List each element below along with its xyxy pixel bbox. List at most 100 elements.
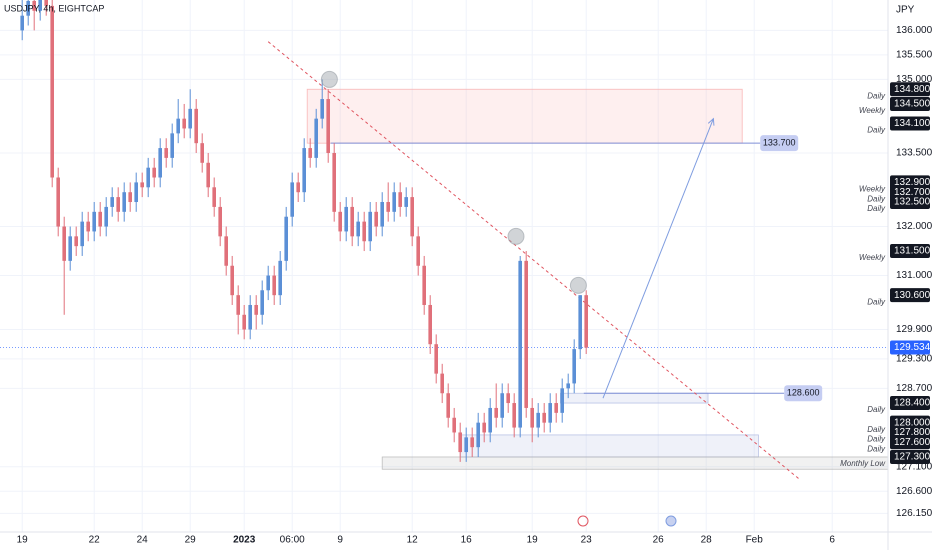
candle-body [266, 275, 270, 291]
candle-body [122, 192, 126, 212]
x-tick-label: 6 [829, 535, 835, 546]
candle-body [62, 226, 66, 261]
price-label: 132.700 [894, 187, 931, 198]
x-tick-label: 28 [701, 535, 713, 546]
candle-body [476, 422, 480, 448]
candle-body [518, 260, 522, 428]
candle-body [374, 211, 378, 227]
plot: 133.700 128.600 [0, 0, 889, 481]
event-icon[interactable] [665, 515, 677, 527]
chart-title: USDJPY, 4h, EIGHTCAP [4, 3, 104, 13]
candle-body [254, 304, 258, 315]
price-label-box [890, 288, 930, 303]
candle-body [314, 118, 318, 158]
candle-body [560, 388, 564, 413]
x-tick-label: 19 [17, 535, 29, 546]
candle-body [140, 182, 144, 188]
candle-body [116, 197, 120, 212]
price-label: 128.000 [894, 417, 931, 428]
price-label-box [890, 396, 930, 411]
candle-body [98, 211, 102, 227]
y-tick-label: 129.300 [896, 354, 932, 365]
candle-body [422, 265, 426, 305]
candle-body [578, 295, 582, 350]
candle-body [110, 197, 114, 207]
x-tick-label: 23 [581, 535, 593, 546]
candle-body [434, 344, 438, 374]
event-icon[interactable] [577, 515, 589, 527]
candle-body [350, 206, 354, 237]
currency-label: JPY [896, 5, 915, 16]
candle-body [158, 148, 162, 178]
level-note: Daily [867, 425, 886, 434]
candle-body [206, 162, 210, 188]
candle-body [398, 192, 402, 207]
candle-body [464, 437, 468, 453]
candle-body [242, 314, 246, 330]
candle-body [482, 422, 486, 433]
current-price-box [890, 340, 930, 355]
candle-body [410, 197, 414, 237]
candle-body [404, 197, 408, 207]
y-tick-label: 133.500 [896, 148, 932, 159]
price-label-box [890, 244, 930, 259]
candle-body [488, 407, 492, 433]
price-label: 134.500 [894, 99, 931, 110]
candle-body [548, 403, 552, 423]
candle-body [344, 206, 348, 232]
level-note: Daily [867, 405, 886, 414]
candle-body [20, 15, 24, 31]
level-note: Daily [867, 297, 886, 306]
level-note: Weekly [859, 106, 886, 115]
price-label: 128.400 [894, 398, 931, 409]
candle-body [80, 221, 84, 247]
grid [0, 0, 888, 532]
level-tag-box [784, 385, 823, 402]
candle-body [212, 187, 216, 207]
candle-body [362, 221, 366, 242]
price-label-box [890, 449, 930, 464]
candle-body [128, 192, 132, 203]
candle-body [380, 202, 384, 227]
arrow-head [707, 117, 715, 126]
candle-body [38, 0, 42, 11]
candle-body [50, 5, 54, 178]
level-note: Daily [867, 444, 886, 453]
candle-body [188, 108, 192, 129]
candle-body [392, 192, 396, 212]
candle-body [296, 182, 300, 193]
level-note: Daily [867, 435, 886, 444]
y-tick-label: 128.700 [896, 383, 932, 394]
level-note: Weekly [859, 185, 886, 194]
candle-body [86, 221, 90, 232]
candle-body [170, 133, 174, 158]
x-tick-label: 12 [407, 535, 419, 546]
x-tick-label: 2023 [233, 535, 256, 546]
candle-body [326, 99, 330, 153]
y-tick-label: 127.100 [896, 461, 932, 472]
zone [560, 392, 709, 404]
candle-body [566, 383, 570, 389]
candle-body [386, 202, 390, 212]
x-tick-label: 16 [461, 535, 473, 546]
price-label: 134.100 [894, 118, 931, 129]
price-label: 127.300 [894, 452, 931, 463]
candle-body [104, 206, 108, 227]
price-label-box [890, 435, 930, 450]
price-label-box [890, 116, 930, 131]
candle-body [446, 393, 450, 418]
candle-body [428, 304, 432, 345]
candle-body [236, 295, 240, 315]
candle-body [302, 148, 306, 193]
candle-body [470, 437, 474, 448]
y-tick-label: 135.500 [896, 50, 932, 61]
candle-body [536, 412, 540, 428]
candle-body [26, 0, 30, 16]
projection-arrow [602, 118, 714, 399]
axes: 136.000 135.500 135.000 133.500 132.000 131.0… [17, 25, 932, 546]
level-note: Daily [867, 91, 886, 100]
price-label: 127.800 [894, 427, 931, 438]
candle-body [440, 373, 444, 394]
